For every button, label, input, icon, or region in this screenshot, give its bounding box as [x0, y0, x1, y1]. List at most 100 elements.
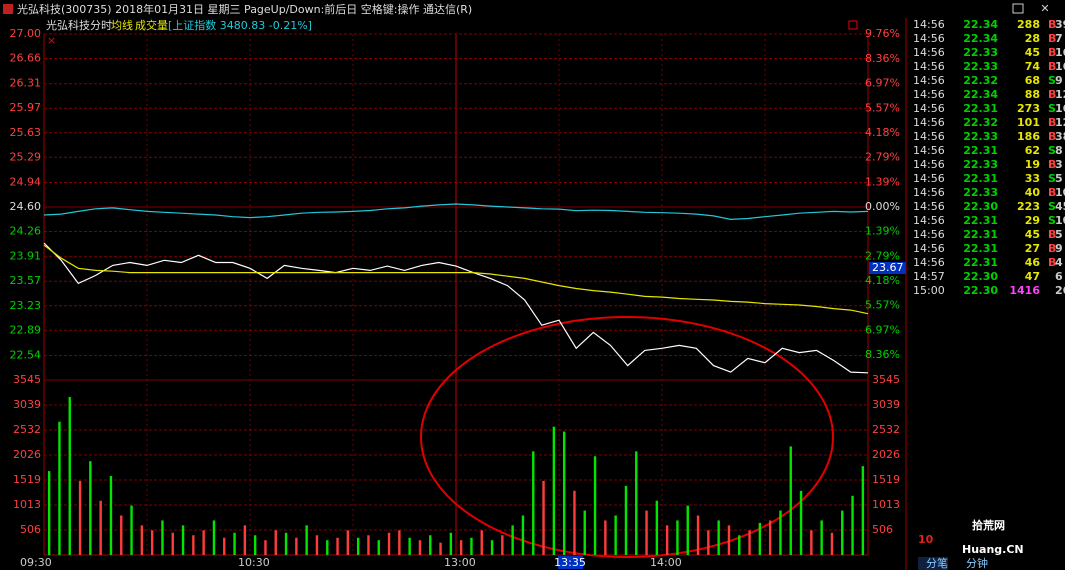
- y2-tick-label: 6.97%: [865, 324, 900, 337]
- cursor-price-box: [869, 262, 906, 274]
- trade-cell: 33: [1025, 172, 1040, 185]
- trade-cell: 22.30: [963, 270, 998, 283]
- volume-bar: [665, 525, 669, 555]
- volume-bar: [830, 532, 834, 555]
- volume-bar: [418, 540, 422, 555]
- close-button[interactable]: ✕: [1040, 2, 1049, 15]
- trade-cell: 45: [1055, 200, 1065, 213]
- series-line: [43, 242, 869, 374]
- trade-cell: 1416: [1009, 284, 1040, 297]
- y-tick-label: 506: [20, 523, 41, 536]
- trade-cell: 6: [1055, 270, 1063, 283]
- y-tick-label: 23.57: [10, 274, 42, 287]
- y-tick-label: 22.89: [10, 323, 42, 336]
- trade-cell: 9: [1055, 74, 1063, 87]
- volume-bar: [387, 532, 391, 555]
- y2-tick-label: 9.76%: [865, 27, 900, 40]
- y2-tick-label: 1.39%: [865, 225, 900, 238]
- volume-bar: [274, 530, 277, 555]
- cursor-time-box: [558, 556, 583, 569]
- y2-tick-label: 4.18%: [865, 274, 900, 287]
- trade-cell: 22.31: [963, 102, 998, 115]
- trade-cell: 10: [1055, 214, 1065, 227]
- x-tick-label: 10:30: [238, 556, 270, 569]
- volume-bar: [315, 535, 319, 555]
- volume-bar: [326, 540, 329, 555]
- legend-mode: 分时: [90, 19, 112, 32]
- volume-bar: [398, 530, 401, 555]
- trade-cell: 14:56: [913, 32, 945, 45]
- volume-bar: [130, 505, 133, 555]
- volume-bar: [181, 525, 185, 555]
- volume-bar: [336, 537, 339, 555]
- y2-tick-label: 506: [872, 523, 893, 536]
- y-tick-label: 27.00: [10, 27, 42, 40]
- trade-cell: 14:56: [913, 256, 945, 269]
- y2-tick-label: 8.36%: [865, 348, 900, 361]
- trade-cell: 27: [1025, 242, 1040, 255]
- volume-bar: [367, 535, 370, 555]
- trade-cell: 28: [1025, 32, 1040, 45]
- trade-cell: 12: [1055, 116, 1065, 129]
- trade-cell: 101: [1017, 116, 1040, 129]
- volume-bar: [109, 476, 113, 555]
- y-tick-label: 24.60: [10, 200, 42, 213]
- trade-cell: 14:56: [913, 88, 945, 101]
- trade-cell: 14:56: [913, 60, 945, 73]
- trade-cell: B: [1048, 60, 1056, 73]
- y2-tick-label: 8.36%: [865, 52, 900, 65]
- y-tick-label: 3039: [13, 398, 41, 411]
- y-tick-label: 24.94: [10, 175, 42, 188]
- y-tick-label: 2532: [13, 423, 41, 436]
- cursor-price: 23.67: [872, 261, 904, 274]
- trade-cell: B: [1048, 88, 1056, 101]
- trade-cell: 16: [1055, 46, 1065, 59]
- volume-bar: [676, 520, 679, 555]
- trade-cell: S: [1048, 214, 1056, 227]
- trade-cell: B: [1048, 186, 1056, 199]
- volume-bar: [583, 510, 586, 555]
- trade-cell: 12: [1055, 88, 1065, 101]
- cursor-time: 13:35: [554, 556, 586, 569]
- volume-bar: [346, 530, 350, 555]
- volume-bar: [532, 451, 535, 555]
- trade-cell: 22.34: [963, 88, 998, 101]
- trade-cell: 22.33: [963, 158, 998, 171]
- volume-bar: [521, 515, 525, 555]
- trade-cell: 22.33: [963, 130, 998, 143]
- volume-bar: [212, 520, 216, 555]
- y-tick-label: 23.91: [10, 250, 42, 263]
- series-line: [43, 244, 869, 315]
- volume-bar: [707, 530, 710, 555]
- tab[interactable]: 分笔: [926, 556, 948, 570]
- trade-cell: 14:56: [913, 214, 945, 227]
- trade-cell: 22.31: [963, 214, 998, 227]
- volume-bar: [449, 532, 453, 555]
- volume-bar: [356, 537, 360, 555]
- trade-cell: 14:56: [913, 130, 945, 143]
- volume-bar: [748, 530, 751, 555]
- legend-index: [上证指数 3480.83 -0.21%]: [168, 18, 312, 32]
- restore-button[interactable]: [1012, 3, 1024, 14]
- volume-bar: [614, 515, 617, 555]
- trade-cell: 10: [1055, 186, 1065, 199]
- volume-bar: [552, 426, 556, 555]
- y-tick-label: 1013: [13, 498, 41, 511]
- trade-cell: 15:00: [913, 284, 945, 297]
- trade-cell: 39: [1055, 18, 1065, 31]
- trade-cell: B: [1048, 130, 1056, 143]
- volume-bar: [253, 535, 257, 555]
- volume-bar: [171, 532, 174, 555]
- y-tick-label: 24.26: [10, 225, 42, 238]
- trade-cell: 14:56: [913, 18, 945, 31]
- volume-bar: [799, 490, 803, 555]
- tab[interactable]: 分钟: [966, 556, 988, 570]
- trade-cell: B: [1048, 158, 1056, 171]
- volume-bar: [542, 480, 545, 555]
- expand-box[interactable]: [848, 20, 858, 30]
- volume-bar: [727, 525, 731, 555]
- trade-cell: 68: [1025, 74, 1040, 87]
- close-overlay[interactable]: ×: [47, 34, 56, 47]
- title-bar: [0, 0, 1065, 18]
- x-tick-label: 13:00: [444, 556, 476, 569]
